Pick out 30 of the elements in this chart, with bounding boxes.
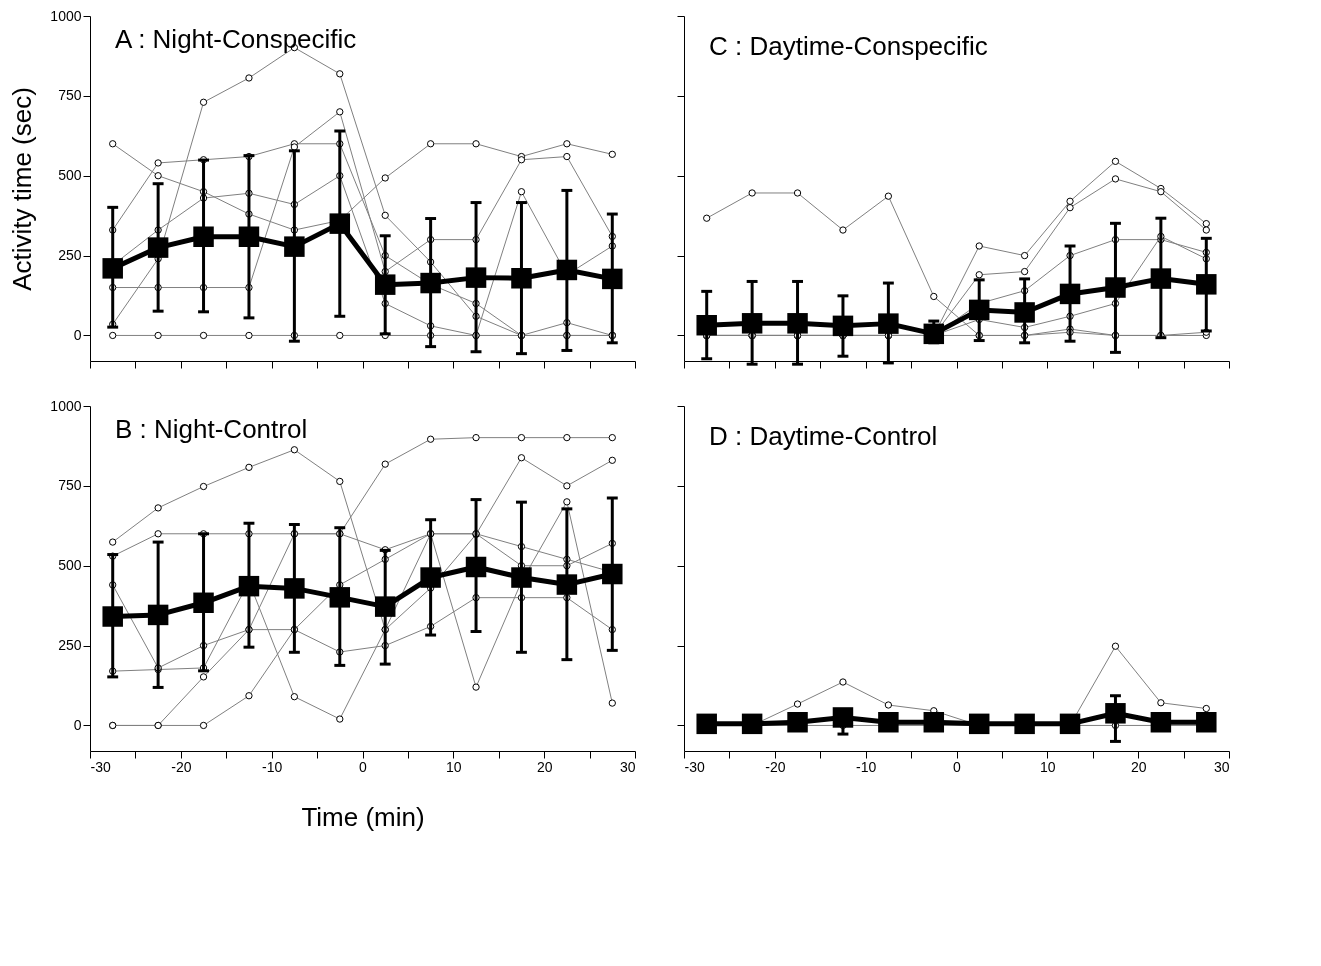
x-tick-label: 10 — [1040, 758, 1056, 775]
y-axis-title: Activity time (sec) — [7, 87, 38, 291]
y-tick-label: 0 — [73, 716, 82, 733]
y-tick-label: 750 — [58, 87, 82, 104]
y-tick-label: 750 — [58, 477, 82, 494]
x-tick-label: -30 — [684, 758, 705, 775]
x-tick-label: 30 — [1213, 758, 1230, 775]
x-axis-title: Time (min) — [301, 801, 425, 832]
text: C : Daytime-Conspecific — [709, 30, 988, 61]
chart-title: A : Night-Conspecific — [115, 24, 357, 54]
x-tick-label: -10 — [856, 758, 877, 775]
y-tick-label: 1000 — [50, 397, 82, 414]
x-tick-label: 20 — [1130, 758, 1147, 775]
y-tick-label: 500 — [58, 167, 82, 184]
y-tick-label: 1000 — [50, 7, 82, 24]
x-tick-label: 30 — [619, 758, 636, 775]
x-tick-label: -10 — [262, 758, 283, 775]
y-tick-label: 500 — [58, 557, 82, 574]
y-tick-label: 250 — [58, 637, 82, 654]
text: D : Daytime-Control — [709, 420, 938, 451]
x-tick-label: -20 — [765, 758, 786, 775]
y-tick-label: 250 — [58, 247, 82, 264]
x-tick-label: -30 — [90, 758, 111, 775]
x-tick-label: 20 — [536, 758, 553, 775]
x-tick-label: 0 — [359, 758, 368, 775]
x-tick-label: -20 — [171, 758, 192, 775]
x-tick-label: 10 — [446, 758, 462, 775]
chart-title: B : Night-Control — [115, 414, 308, 444]
x-tick-label: 0 — [953, 758, 962, 775]
y-tick-label: 0 — [73, 326, 82, 343]
